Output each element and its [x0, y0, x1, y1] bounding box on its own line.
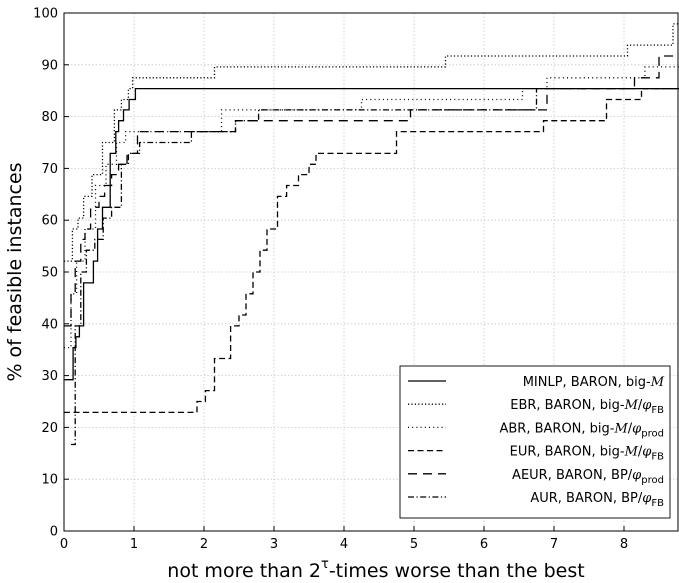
- series-line-4: [64, 55, 679, 327]
- y-tick-label: 40: [41, 317, 58, 332]
- x-axis-label: not more than 2τ-times worse than the be…: [167, 557, 584, 582]
- series-lines: [64, 23, 679, 446]
- y-axis-ticks: 0 10 20 30 40 50 60 70 80 90 100: [33, 7, 69, 540]
- x-tick-label: 3: [270, 537, 278, 552]
- series-line-0: [64, 87, 679, 381]
- x-axis-ticks: 0 1 2 3 4 5 6 7 8: [60, 526, 628, 552]
- y-tick-label: 0: [50, 525, 58, 540]
- legend-label-1: EBR, BARON, big-M/φFB: [510, 398, 664, 416]
- x-tick-label: 8: [620, 537, 628, 552]
- series-line-1: [64, 23, 679, 262]
- y-axis-label: % of feasible instances: [4, 162, 26, 381]
- series-line-2: [64, 66, 679, 349]
- legend-label-0: MINLP, BARON, big-M: [523, 375, 665, 390]
- y-tick-label: 50: [41, 266, 58, 281]
- legend: MINLP, BARON, big-M EBR, BARON, big-M/φFB…: [399, 365, 671, 519]
- y-tick-label: 100: [33, 7, 58, 22]
- series-line-5: [71, 87, 679, 446]
- legend-label-4: AEUR, BARON, BP/φprod: [512, 468, 664, 486]
- x-tick-label: 6: [480, 537, 488, 552]
- y-tick-label: 60: [41, 214, 58, 229]
- series-line-3: [64, 87, 679, 414]
- y-tick-label: 10: [41, 473, 58, 488]
- legend-box: [399, 365, 671, 519]
- x-tick-label: 0: [60, 537, 68, 552]
- x-tick-label: 5: [410, 537, 418, 552]
- legend-label-2: ABR, BARON, big-M/φprod: [499, 421, 664, 439]
- x-tick-label: 1: [130, 537, 138, 552]
- y-tick-label: 70: [41, 162, 58, 177]
- x-tick-label: 4: [340, 537, 348, 552]
- legend-label-5: AUR, BARON, BP/φFB: [530, 491, 664, 509]
- y-tick-label: 30: [41, 369, 58, 384]
- x-tick-label: 7: [550, 537, 558, 552]
- y-tick-label: 20: [41, 421, 58, 436]
- legend-label-3: EUR, BARON, big-M/φFB: [510, 445, 664, 463]
- y-tick-label: 90: [41, 58, 58, 73]
- y-tick-label: 80: [41, 110, 58, 125]
- x-tick-label: 2: [200, 537, 208, 552]
